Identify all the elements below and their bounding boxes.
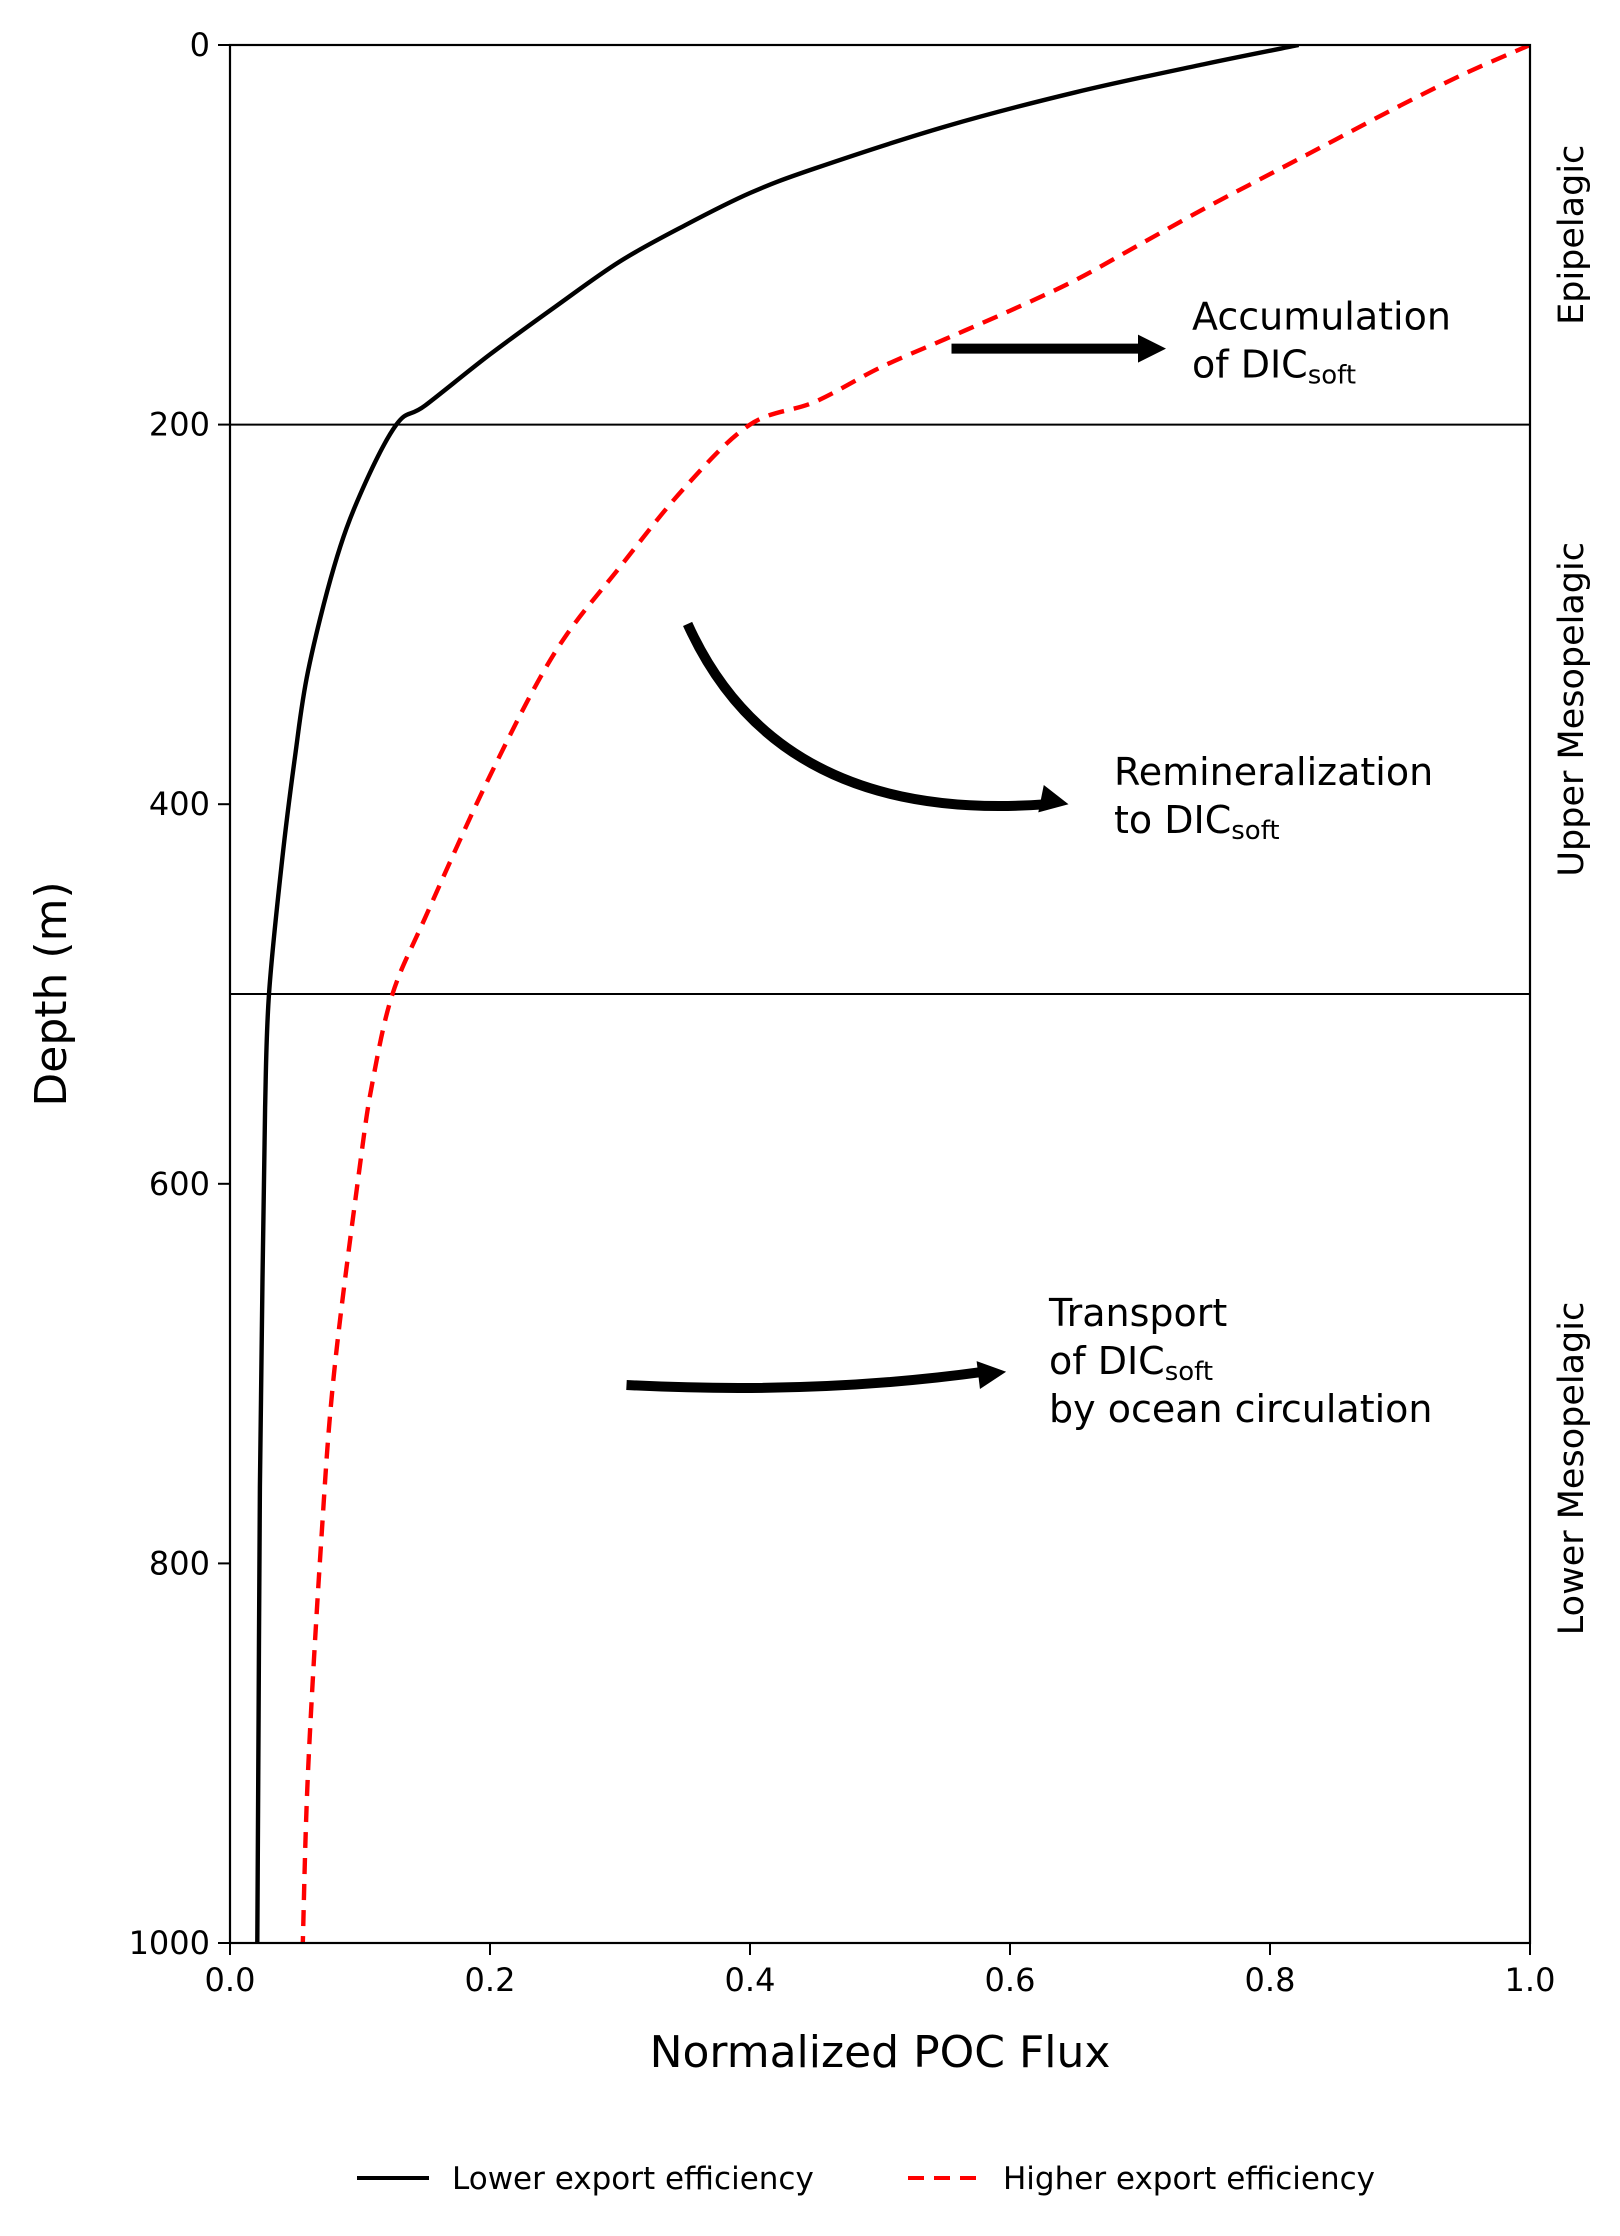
lower-export-efficiency-line bbox=[255, 45, 1300, 1943]
y-axis: 0 200 400 600 800 1000 bbox=[129, 26, 230, 1962]
annotation-arrow-head bbox=[1038, 784, 1069, 813]
y-tick-label: 600 bbox=[149, 1165, 210, 1203]
annotation-arrow-shaft bbox=[626, 1366, 985, 1393]
x-tick-label: 0.2 bbox=[465, 1961, 516, 1999]
y-tick-label: 400 bbox=[149, 785, 210, 823]
x-axis-title: Normalized POC Flux bbox=[650, 2027, 1111, 2078]
x-tick-label: 1.0 bbox=[1505, 1961, 1556, 1999]
annotation-text: by ocean circulation bbox=[1049, 1387, 1433, 1431]
annotation-subscript: soft bbox=[1231, 816, 1279, 846]
zone-label: Epipelagic bbox=[1552, 145, 1592, 325]
x-tick-label: 0.6 bbox=[985, 1961, 1036, 1999]
legend-label-higher: Higher export efficiency bbox=[1003, 2161, 1375, 2197]
annotation-text: Transport bbox=[1048, 1291, 1227, 1335]
annotation-text: Remineralization bbox=[1114, 750, 1433, 794]
annotation-arrow-shaft bbox=[683, 621, 1047, 812]
x-tick-label: 0.4 bbox=[725, 1961, 776, 1999]
y-tick-label: 0 bbox=[190, 26, 210, 64]
zone-label: Upper Mesopelagic bbox=[1552, 542, 1592, 877]
x-axis: 0.0 0.2 0.4 0.6 0.8 1.0 bbox=[205, 1943, 1556, 1999]
x-tick-label: 0.8 bbox=[1245, 1961, 1296, 1999]
legend: Lower export efficiency Higher export ef… bbox=[357, 2161, 1375, 2197]
annotation-text: Accumulation bbox=[1192, 295, 1451, 339]
annotation-subscript: soft bbox=[1308, 361, 1356, 391]
y-tick-label: 200 bbox=[149, 406, 210, 444]
legend-label-lower: Lower export efficiency bbox=[452, 2161, 814, 2197]
y-tick-label: 800 bbox=[149, 1544, 210, 1582]
annotation-text: of DICsoft bbox=[1049, 1339, 1213, 1387]
zone-labels: Epipelagic Upper Mesopelagic Lower Mesopel… bbox=[1552, 145, 1592, 1636]
annotation-text: of DICsoft bbox=[1192, 343, 1356, 391]
zone-label: Lower Mesopelagic bbox=[1552, 1302, 1592, 1635]
plot-frame bbox=[228, 43, 1532, 1945]
y-axis-title: Depth (m) bbox=[26, 881, 77, 1106]
annotation-text: to DICsoft bbox=[1114, 798, 1280, 846]
annotation-arrow-head bbox=[976, 1361, 1007, 1389]
series-group bbox=[255, 45, 1530, 1943]
annotation-arrow-head bbox=[1138, 334, 1166, 363]
annotation-subscript: soft bbox=[1165, 1357, 1213, 1387]
x-tick-label: 0.0 bbox=[205, 1961, 256, 1999]
y-tick-label: 1000 bbox=[129, 1924, 210, 1962]
higher-export-efficiency-line bbox=[300, 45, 1530, 1943]
zone-lines bbox=[230, 423, 1530, 995]
